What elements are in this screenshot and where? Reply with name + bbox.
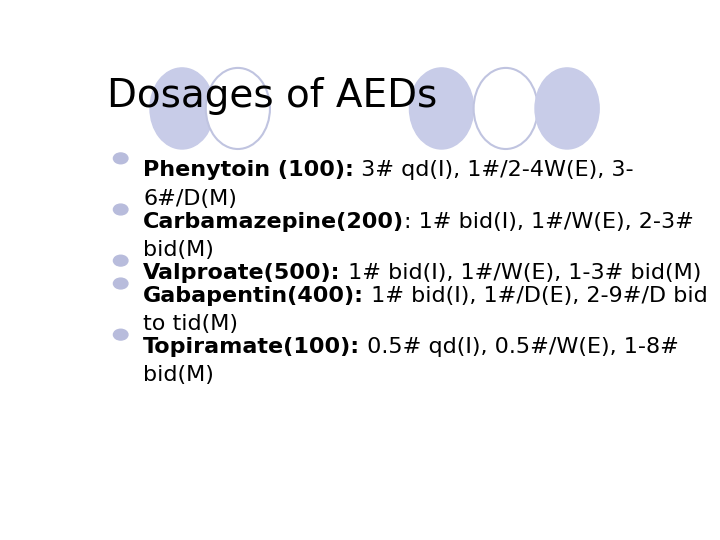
Text: Carbamazepine(200): Carbamazepine(200)	[143, 212, 404, 232]
Ellipse shape	[474, 68, 538, 149]
Circle shape	[114, 278, 128, 289]
Circle shape	[114, 329, 128, 340]
Text: 0.5# qd(I), 0.5#/W(E), 1-8#: 0.5# qd(I), 0.5#/W(E), 1-8#	[360, 337, 679, 357]
Circle shape	[114, 153, 128, 164]
Text: Phenytoin (100):: Phenytoin (100):	[143, 160, 354, 180]
Ellipse shape	[535, 68, 599, 149]
Text: to tid(M): to tid(M)	[143, 314, 238, 334]
Text: Dosages of AEDs: Dosages of AEDs	[107, 77, 437, 115]
Text: 1# bid(I), 1#/D(E), 2-9#/D bid: 1# bid(I), 1#/D(E), 2-9#/D bid	[364, 286, 708, 306]
Text: bid(M): bid(M)	[143, 365, 214, 385]
Circle shape	[114, 204, 128, 215]
Circle shape	[114, 255, 128, 266]
Text: 6#/D(M): 6#/D(M)	[143, 188, 237, 208]
Ellipse shape	[150, 68, 214, 149]
Text: 1# bid(I), 1#/W(E), 1-3# bid(M): 1# bid(I), 1#/W(E), 1-3# bid(M)	[341, 263, 701, 283]
Text: : 1# bid(I), 1#/W(E), 2-3#: : 1# bid(I), 1#/W(E), 2-3#	[404, 212, 694, 232]
Text: bid(M): bid(M)	[143, 240, 214, 260]
Ellipse shape	[410, 68, 474, 149]
Text: Valproate(500):: Valproate(500):	[143, 263, 341, 283]
Text: 3# qd(I), 1#/2-4W(E), 3-: 3# qd(I), 1#/2-4W(E), 3-	[354, 160, 634, 180]
Ellipse shape	[206, 68, 270, 149]
Text: Topiramate(100):: Topiramate(100):	[143, 337, 360, 357]
Text: Gabapentin(400):: Gabapentin(400):	[143, 286, 364, 306]
